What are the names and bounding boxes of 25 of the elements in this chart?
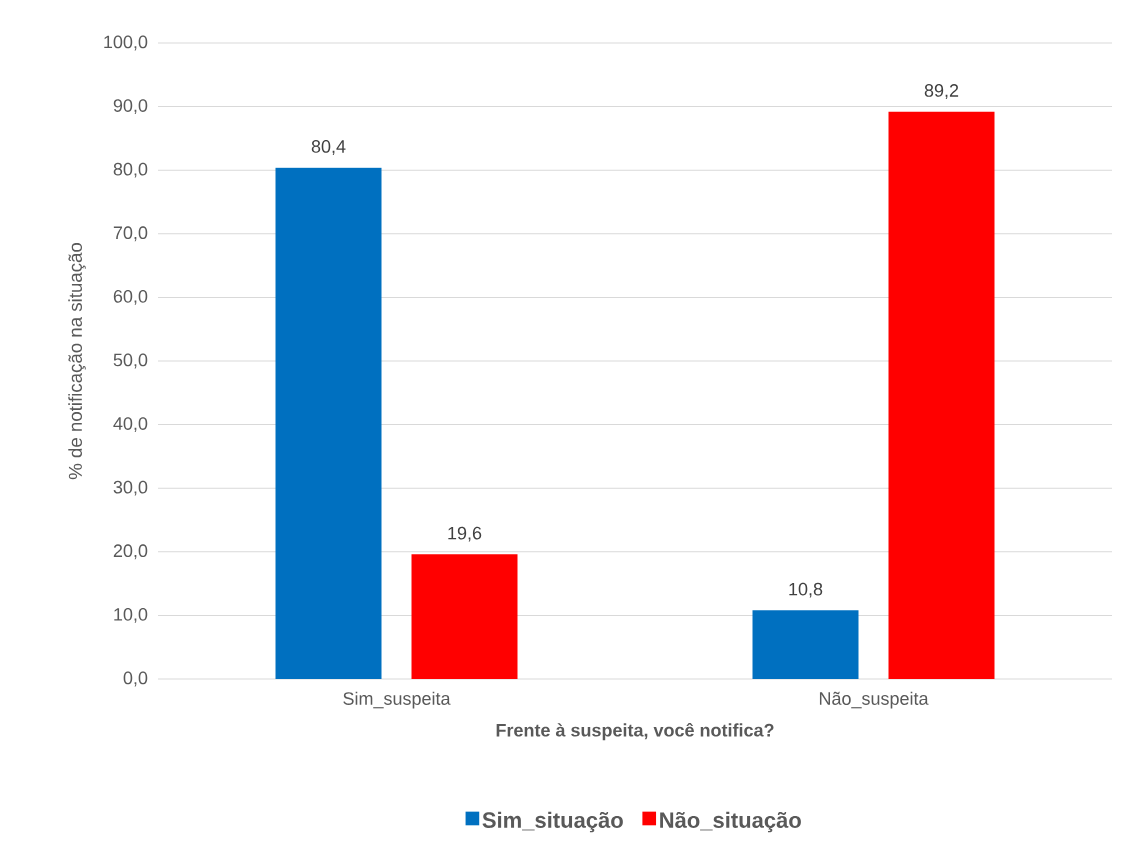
bar xyxy=(275,167,382,679)
bar xyxy=(752,610,859,679)
data-label: 80,4 xyxy=(311,140,346,155)
x-axis-title: Frente à suspeita, você notifica? xyxy=(496,722,774,741)
y-tick-label: 50,0 xyxy=(113,353,148,369)
y-tick-label: 70,0 xyxy=(113,226,148,242)
x-tick-label: Sim_suspeita xyxy=(343,691,451,709)
y-tick-label: 0,0 xyxy=(123,671,148,687)
bar xyxy=(411,554,518,679)
data-label: 89,2 xyxy=(924,84,959,99)
x-tick-label: Não_suspeita xyxy=(819,691,929,709)
y-tick-label: 40,0 xyxy=(113,417,148,433)
y-tick-label: 90,0 xyxy=(113,99,148,115)
data-label: 19,6 xyxy=(448,526,482,542)
y-tick-label: 100,0 xyxy=(104,35,148,51)
y-axis-title: % de notificação na situação xyxy=(68,243,86,480)
y-tick-label: 20,0 xyxy=(113,544,148,560)
legend-label: Sim_situação xyxy=(482,811,623,833)
legend-label: Não_situação xyxy=(660,811,801,833)
bar xyxy=(888,111,995,679)
y-tick-label: 80,0 xyxy=(113,162,148,178)
data-label: 10,8 xyxy=(789,582,823,598)
y-tick-label: 60,0 xyxy=(113,289,148,305)
y-tick-label: 10,0 xyxy=(114,607,148,623)
y-tick-label: 30,0 xyxy=(113,480,148,496)
